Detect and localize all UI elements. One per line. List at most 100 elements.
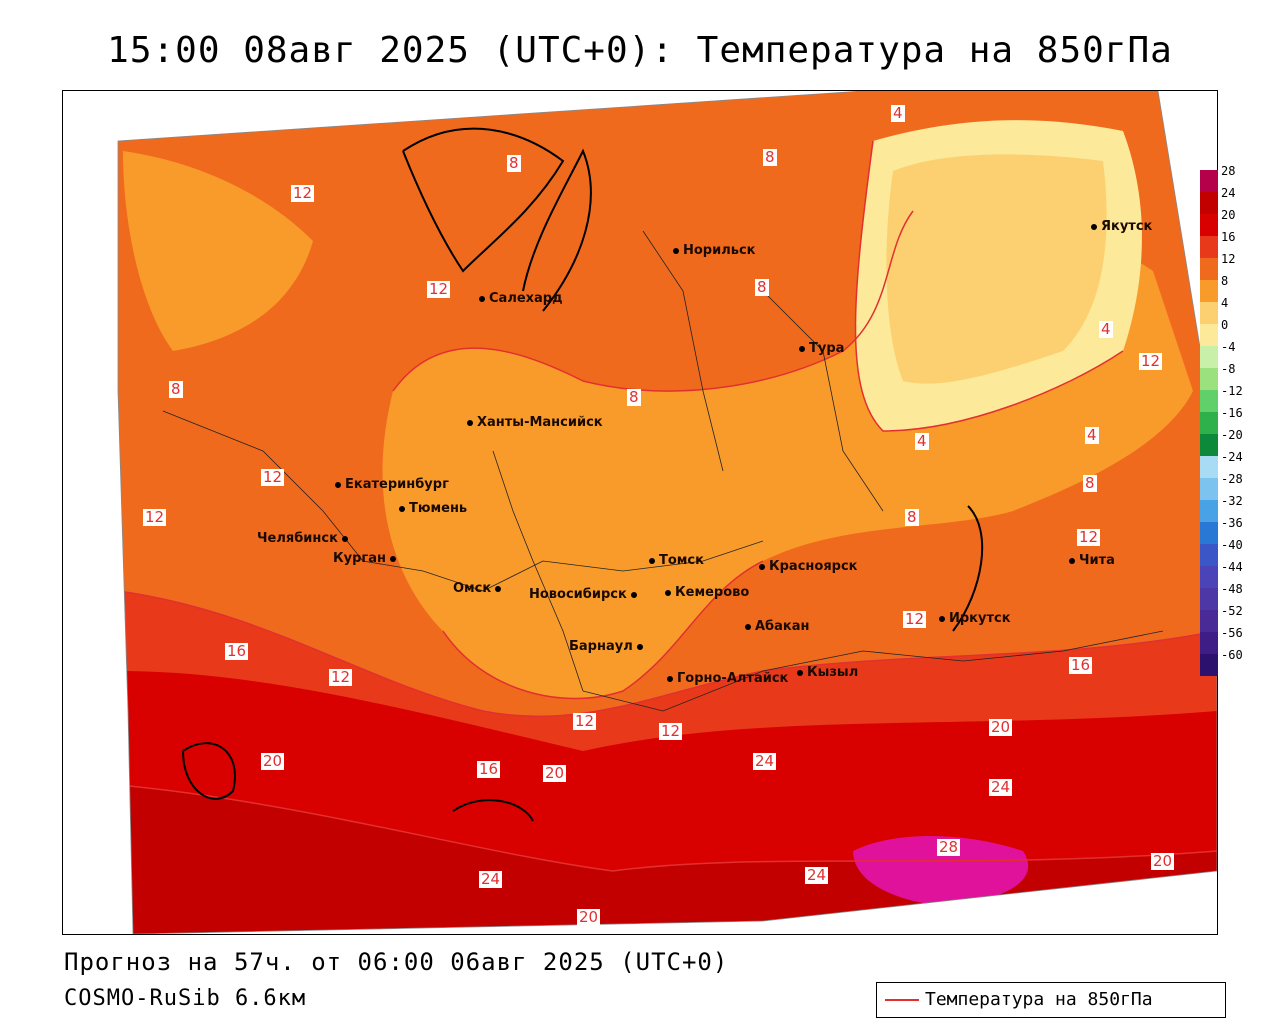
city-dot-icon xyxy=(630,591,637,598)
city-dot-icon xyxy=(797,669,803,676)
color-scale-cell xyxy=(1200,610,1218,632)
isoline-label: 16 xyxy=(477,760,501,778)
city-kemerovo: Кемерово xyxy=(665,585,749,600)
temperature-map: Норильск Салехард Ханты-Мансийск Тура Як… xyxy=(62,90,1218,935)
color-scale-cell xyxy=(1200,566,1218,588)
city-omsk: Омск xyxy=(453,581,505,596)
isoline-label: 20 xyxy=(1151,852,1175,870)
color-scale-cell xyxy=(1200,346,1218,368)
color-scale-label: -40 xyxy=(1221,538,1243,552)
isoline-label: 24 xyxy=(479,870,503,888)
color-scale-cell xyxy=(1200,500,1218,522)
isoline-label: 8 xyxy=(627,388,641,406)
color-scale-label: -28 xyxy=(1221,472,1243,486)
city-dot-icon xyxy=(745,623,751,630)
isoline-label: 12 xyxy=(1077,528,1101,546)
color-scale-label: 4 xyxy=(1221,296,1229,310)
isoline-label: 16 xyxy=(225,642,249,660)
city-dot-icon xyxy=(341,535,348,542)
color-scale-cell xyxy=(1200,368,1218,390)
color-scale-label: 8 xyxy=(1221,274,1229,288)
city-abakan: Абакан xyxy=(745,619,810,634)
city-chita: Чита xyxy=(1069,553,1115,568)
city-chelyabinsk: Челябинск xyxy=(257,531,352,546)
isoline-label: 12 xyxy=(329,668,353,686)
city-salekhard: Салехард xyxy=(479,291,563,306)
city-dot-icon xyxy=(389,555,396,562)
city-dot-icon xyxy=(399,505,405,512)
color-scale-cell xyxy=(1200,324,1218,346)
city-norilsk: Норильск xyxy=(673,243,756,258)
city-barnaul: Барнаул xyxy=(569,639,647,654)
city-dot-icon xyxy=(335,481,341,488)
city-dot-icon xyxy=(665,589,671,596)
city-dot-icon xyxy=(495,585,502,592)
color-scale-cell xyxy=(1200,654,1218,676)
color-scale-label: 0 xyxy=(1221,318,1229,332)
color-scale-label: -8 xyxy=(1221,362,1236,376)
city-dot-icon xyxy=(649,557,655,564)
city-dot-icon xyxy=(636,643,643,650)
color-scale-label: -44 xyxy=(1221,560,1243,574)
city-tura: Тура xyxy=(799,341,844,356)
color-scale-label: -60 xyxy=(1221,648,1243,662)
color-scale-label: -16 xyxy=(1221,406,1243,420)
city-dot-icon xyxy=(467,419,473,426)
isoline-label: 4 xyxy=(1085,426,1099,444)
city-tyumen: Тюмень xyxy=(399,501,467,516)
color-scale-cell xyxy=(1200,588,1218,610)
color-scale-cell xyxy=(1200,412,1218,434)
isoline-label: 12 xyxy=(261,468,285,486)
color-scale-cell xyxy=(1200,302,1218,324)
color-scale-label: -4 xyxy=(1221,340,1236,354)
isoline-label: 12 xyxy=(1139,352,1163,370)
color-scale-label: -32 xyxy=(1221,494,1243,508)
legend-line-icon xyxy=(885,999,919,1001)
city-dot-icon xyxy=(939,615,945,622)
legend-box: Температура на 850гПа xyxy=(876,982,1226,1018)
color-scale-cell xyxy=(1200,214,1218,236)
isoline-label: 4 xyxy=(891,104,905,122)
legend-label: Температура на 850гПа xyxy=(925,989,1153,1010)
color-scale-label: -48 xyxy=(1221,582,1243,596)
city-dot-icon xyxy=(759,563,765,570)
color-scale-label: 20 xyxy=(1221,208,1236,222)
color-scale-cell xyxy=(1200,434,1218,456)
isoline-label: 12 xyxy=(573,712,597,730)
isoline-label: 4 xyxy=(1099,320,1113,338)
city-kyzyl: Кызыл xyxy=(797,665,858,680)
color-scale-cell xyxy=(1200,192,1218,214)
color-scale-label: -12 xyxy=(1221,384,1243,398)
isoline-label: 24 xyxy=(989,778,1013,796)
isoline-label: 20 xyxy=(543,764,567,782)
isoline-label: 12 xyxy=(427,280,451,298)
temperature-field xyxy=(118,91,1217,934)
city-ekaterinburg: Екатеринбург xyxy=(335,477,449,492)
color-scale-label: -52 xyxy=(1221,604,1243,618)
color-scale-cell xyxy=(1200,632,1218,654)
color-scale-label: -24 xyxy=(1221,450,1243,464)
isoline-label: 28 xyxy=(937,838,961,856)
color-scale-label: -56 xyxy=(1221,626,1243,640)
color-scale-cell xyxy=(1200,280,1218,302)
city-dot-icon xyxy=(667,675,673,682)
city-khanty-mansiysk: Ханты-Мансийск xyxy=(467,415,603,430)
isoline-label: 8 xyxy=(1083,474,1097,492)
isoline-label: 8 xyxy=(507,154,521,172)
isoline-label: 4 xyxy=(915,432,929,450)
city-novosibirsk: Новосибирск xyxy=(529,587,641,602)
color-scale-cell xyxy=(1200,456,1218,478)
isoline-label: 12 xyxy=(291,184,315,202)
city-yakutsk: Якутск xyxy=(1091,219,1152,234)
isoline-label: 8 xyxy=(755,278,769,296)
isoline-label: 20 xyxy=(261,752,285,770)
isoline-label: 24 xyxy=(753,752,777,770)
color-scale-label: -36 xyxy=(1221,516,1243,530)
city-dot-icon xyxy=(799,345,805,352)
isoline-label: 12 xyxy=(143,508,167,526)
isoline-label: 24 xyxy=(805,866,829,884)
color-scale-cell xyxy=(1200,390,1218,412)
color-scale-cell xyxy=(1200,522,1218,544)
city-tomsk: Томск xyxy=(649,553,704,568)
city-irkutsk: Иркутск xyxy=(939,611,1011,626)
